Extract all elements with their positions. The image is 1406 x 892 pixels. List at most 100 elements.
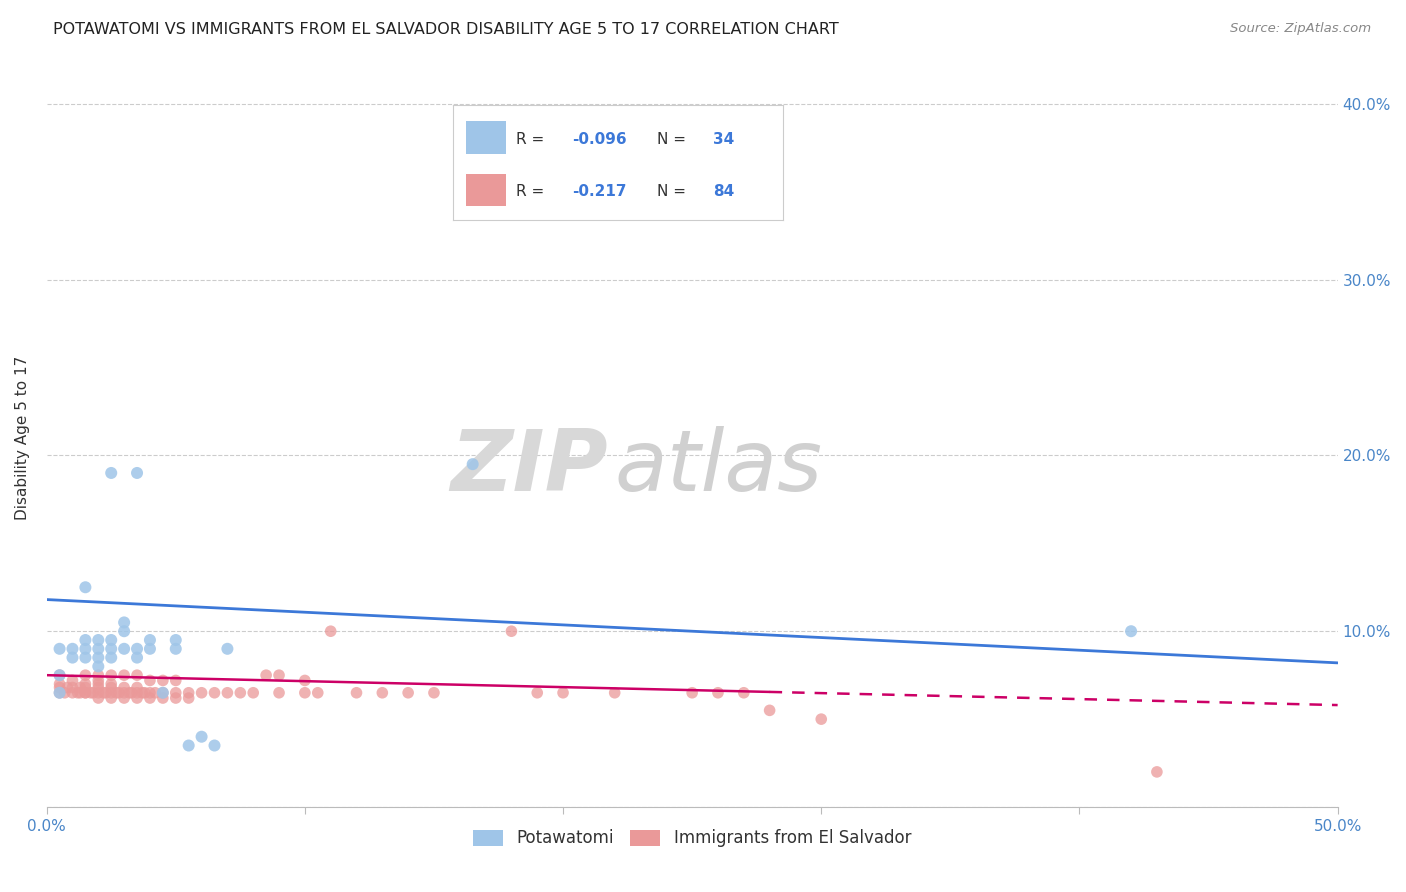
Y-axis label: Disability Age 5 to 17: Disability Age 5 to 17 xyxy=(15,356,30,520)
Point xyxy=(121,686,143,700)
Point xyxy=(75,580,97,594)
Point xyxy=(69,681,91,695)
Point xyxy=(87,659,110,673)
Point xyxy=(681,686,703,700)
Point xyxy=(603,686,626,700)
Point xyxy=(48,686,70,700)
Point xyxy=(100,681,122,695)
Point xyxy=(112,615,135,630)
Point xyxy=(131,686,153,700)
Point xyxy=(75,632,97,647)
Point xyxy=(100,677,122,691)
Point xyxy=(204,739,226,753)
Point xyxy=(48,668,70,682)
Text: ZIP: ZIP xyxy=(450,425,609,508)
Point xyxy=(87,673,110,688)
Point xyxy=(371,686,394,700)
Point xyxy=(1146,764,1168,779)
Point xyxy=(87,650,110,665)
Point xyxy=(267,686,290,700)
Point xyxy=(87,691,110,706)
Point xyxy=(1119,624,1142,639)
Point xyxy=(165,632,187,647)
Text: atlas: atlas xyxy=(614,425,823,508)
Point xyxy=(62,681,84,695)
Point xyxy=(87,677,110,691)
Point xyxy=(87,641,110,656)
Point xyxy=(294,686,316,700)
Point xyxy=(112,668,135,682)
Point xyxy=(125,691,148,706)
Point xyxy=(62,673,84,688)
Point xyxy=(152,686,174,700)
Point xyxy=(66,686,89,700)
Point xyxy=(48,677,70,691)
Point xyxy=(177,739,200,753)
Point xyxy=(108,686,131,700)
Point xyxy=(75,681,97,695)
Point xyxy=(82,686,104,700)
Point xyxy=(118,686,141,700)
Point xyxy=(165,641,187,656)
Point xyxy=(551,686,574,700)
Point xyxy=(53,686,76,700)
Point xyxy=(69,686,91,700)
Point xyxy=(75,686,97,700)
Point xyxy=(112,641,135,656)
Point xyxy=(100,691,122,706)
Point xyxy=(100,686,122,700)
Point xyxy=(217,641,239,656)
Point xyxy=(100,632,122,647)
Point xyxy=(75,641,97,656)
Point xyxy=(100,641,122,656)
Point xyxy=(810,712,832,726)
Point xyxy=(139,632,162,647)
Point xyxy=(229,686,252,700)
Point xyxy=(254,668,277,682)
Point xyxy=(267,668,290,682)
Point xyxy=(125,466,148,480)
Point xyxy=(165,686,187,700)
Point xyxy=(87,686,110,700)
Point xyxy=(79,686,101,700)
Point xyxy=(112,681,135,695)
Point xyxy=(165,673,187,688)
Point xyxy=(461,457,484,471)
Point xyxy=(100,650,122,665)
Point xyxy=(707,686,730,700)
Point xyxy=(87,668,110,682)
Point xyxy=(139,691,162,706)
Point xyxy=(75,677,97,691)
Point xyxy=(125,668,148,682)
Point xyxy=(87,681,110,695)
Point xyxy=(125,650,148,665)
Point xyxy=(294,673,316,688)
Point xyxy=(152,686,174,700)
Point xyxy=(62,650,84,665)
Point xyxy=(165,691,187,706)
Point xyxy=(526,686,548,700)
Point xyxy=(139,641,162,656)
Point xyxy=(62,641,84,656)
Point xyxy=(75,650,97,665)
Point xyxy=(758,703,780,717)
Point xyxy=(62,686,84,700)
Point xyxy=(100,466,122,480)
Point xyxy=(93,686,115,700)
Point xyxy=(190,730,212,744)
Point xyxy=(242,686,264,700)
Point xyxy=(125,641,148,656)
Point xyxy=(501,624,523,639)
Point xyxy=(125,681,148,695)
Point xyxy=(152,691,174,706)
Legend: Potawatomi, Immigrants from El Salvador: Potawatomi, Immigrants from El Salvador xyxy=(467,822,918,855)
Point xyxy=(217,686,239,700)
Point xyxy=(75,668,97,682)
Point xyxy=(112,686,135,700)
Point xyxy=(177,691,200,706)
Point xyxy=(190,686,212,700)
Point xyxy=(423,686,446,700)
Point xyxy=(48,686,70,700)
Text: POTAWATOMI VS IMMIGRANTS FROM EL SALVADOR DISABILITY AGE 5 TO 17 CORRELATION CHA: POTAWATOMI VS IMMIGRANTS FROM EL SALVADO… xyxy=(53,22,839,37)
Point xyxy=(112,624,135,639)
